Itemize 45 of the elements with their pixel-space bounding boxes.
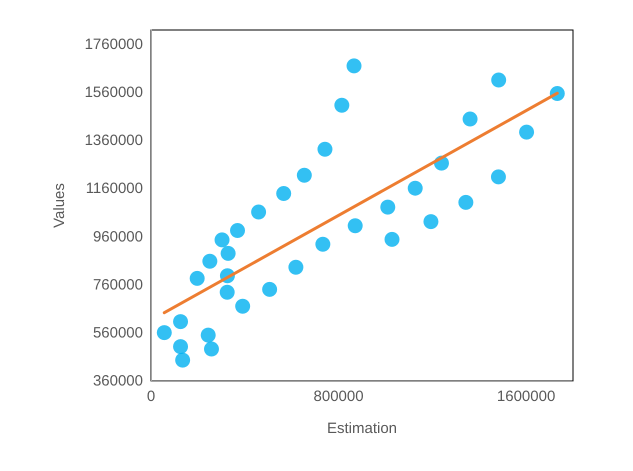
point bbox=[220, 284, 235, 300]
point bbox=[334, 98, 350, 113]
point bbox=[173, 339, 188, 354]
point bbox=[288, 260, 304, 275]
point bbox=[235, 298, 250, 314]
y-axis-title: Values bbox=[51, 183, 68, 228]
point bbox=[380, 200, 396, 215]
point bbox=[458, 194, 474, 210]
y-tick-label: 560000 bbox=[92, 324, 143, 342]
point bbox=[173, 314, 188, 330]
point bbox=[230, 223, 246, 238]
point bbox=[276, 186, 292, 201]
point bbox=[348, 218, 363, 234]
point bbox=[317, 142, 332, 157]
point bbox=[423, 214, 438, 230]
y-tick-label: 1160000 bbox=[86, 180, 143, 198]
point bbox=[204, 342, 219, 357]
point bbox=[156, 325, 172, 340]
point bbox=[490, 169, 506, 184]
y-tick-label: 1560000 bbox=[84, 84, 143, 102]
y-tick-label: 1760000 bbox=[84, 36, 143, 53]
point bbox=[175, 352, 190, 368]
x-axis-title: Estimation bbox=[326, 420, 398, 437]
y-tick-label: 1360000 bbox=[84, 132, 143, 150]
y-tick-label: 760000 bbox=[92, 276, 143, 294]
point bbox=[491, 72, 506, 88]
x-tick-label: 1600000 bbox=[496, 388, 556, 405]
point bbox=[200, 328, 216, 343]
point bbox=[384, 232, 400, 247]
point bbox=[202, 254, 218, 269]
x-tick-label: 800000 bbox=[314, 388, 364, 405]
point bbox=[519, 124, 534, 140]
point bbox=[346, 58, 362, 74]
point bbox=[315, 236, 330, 252]
point bbox=[462, 111, 478, 126]
point bbox=[408, 180, 423, 196]
point bbox=[214, 232, 230, 248]
point bbox=[190, 270, 205, 286]
y-tick-label: 360000 bbox=[92, 372, 143, 390]
point bbox=[220, 246, 236, 261]
point bbox=[251, 204, 266, 220]
y-tick-label: 960000 bbox=[92, 228, 143, 246]
point bbox=[262, 282, 278, 297]
x-tick-label: 0 bbox=[146, 388, 156, 405]
point bbox=[296, 168, 312, 183]
